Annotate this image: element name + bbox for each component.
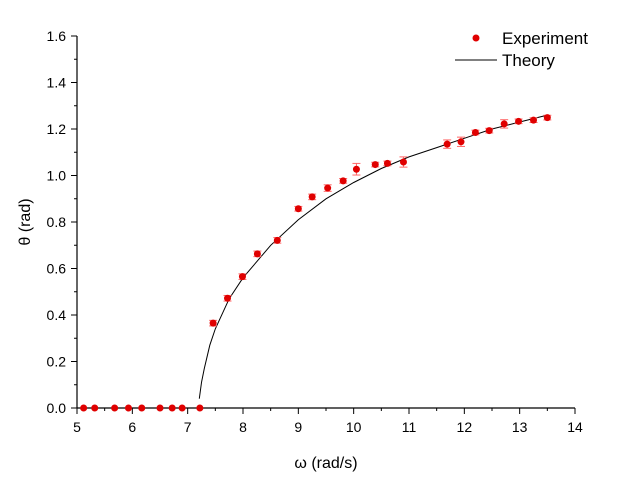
- axes: [76, 36, 575, 409]
- x-tick-label: 13: [512, 419, 528, 435]
- experiment-point: [500, 120, 508, 128]
- y-tick-label: 1.6: [47, 28, 67, 44]
- tick-labels: 5 6 7 8 9 10 11 12 13 14 0.0 0.2 0.4 0.6 0.8 1.0 1.2 1.4 1…: [47, 28, 583, 435]
- y-tick-label: 0.2: [47, 354, 67, 370]
- x-tick-label: 11: [402, 419, 417, 435]
- y-tick-label: 0.0: [47, 400, 67, 416]
- experiment-point: [308, 193, 316, 201]
- experiment-point: [156, 404, 164, 412]
- x-axis-title: ω (rad/s): [294, 455, 357, 472]
- y-axis-title: θ (rad): [17, 198, 34, 245]
- experiment-point: [196, 404, 204, 412]
- theory-series: [198, 114, 548, 399]
- experiment-point: [543, 114, 551, 122]
- experiment-point: [124, 404, 132, 412]
- y-tick-label: 0.6: [47, 261, 67, 277]
- experiment-point: [471, 128, 479, 136]
- legend-experiment-marker: [472, 34, 480, 42]
- experiment-point: [91, 404, 99, 412]
- experiment-point: [209, 319, 217, 327]
- experiment-point: [253, 250, 261, 258]
- legend: Experiment Theory: [455, 29, 588, 70]
- x-tick-label: 6: [128, 419, 136, 435]
- theory-curve: [198, 114, 548, 399]
- experiment-point: [178, 404, 186, 412]
- experiment-point: [443, 140, 451, 148]
- y-tick-label: 1.2: [47, 121, 67, 137]
- experiment-point: [485, 127, 493, 135]
- x-tick-label: 12: [457, 419, 473, 435]
- experiment-point: [399, 158, 407, 166]
- ticks: [71, 35, 576, 414]
- y-tick-label: 0.4: [47, 307, 67, 323]
- experiment-point: [352, 165, 360, 173]
- x-tick-label: 7: [184, 419, 192, 435]
- experiment-point: [339, 177, 347, 185]
- experiment-point: [530, 116, 537, 124]
- experiment-point: [138, 404, 146, 412]
- x-tick-label: 14: [567, 419, 583, 435]
- experiment-series: [80, 114, 552, 412]
- y-tick-label: 1.0: [47, 168, 67, 184]
- experiment-point: [457, 138, 465, 146]
- experiment-point: [111, 404, 119, 412]
- experiment-point: [273, 236, 281, 244]
- experiment-point: [238, 273, 246, 281]
- experiment-point: [168, 404, 176, 412]
- experiment-point: [324, 184, 332, 192]
- experiment-point: [383, 159, 391, 167]
- x-tick-label: 10: [346, 419, 362, 435]
- x-tick-label: 9: [294, 419, 302, 435]
- x-tick-label: 8: [239, 419, 247, 435]
- y-tick-label: 1.4: [47, 75, 67, 91]
- experiment-point: [294, 205, 302, 213]
- experiment-point: [224, 294, 232, 302]
- legend-theory-label: Theory: [502, 51, 555, 70]
- legend-experiment-label: Experiment: [502, 29, 588, 48]
- y-tick-label: 0.8: [47, 214, 67, 230]
- experiment-point: [80, 404, 88, 412]
- x-tick-label: 5: [73, 419, 81, 435]
- experiment-point: [371, 161, 379, 169]
- experiment-point: [515, 117, 523, 125]
